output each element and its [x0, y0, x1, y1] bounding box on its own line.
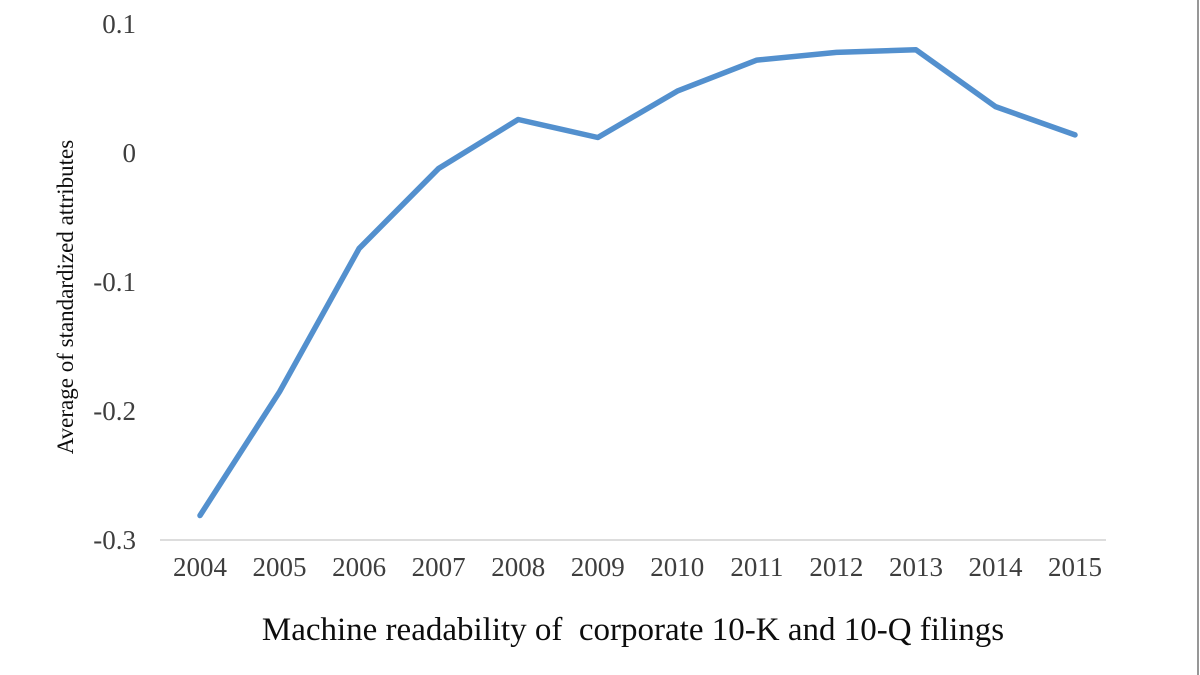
x-tick-label: 2014 [968, 552, 1023, 582]
y-tick-label: -0.1 [93, 267, 136, 297]
x-tick-label: 2004 [173, 552, 227, 582]
y-tick-label: -0.3 [93, 525, 136, 555]
x-tick-label: 2006 [332, 552, 387, 582]
x-tick-label: 2005 [252, 552, 307, 582]
x-tick-label: 2009 [570, 552, 625, 582]
x-tick-label: 2012 [809, 552, 864, 582]
right-border-line [1197, 0, 1199, 675]
x-tick-label: 2007 [411, 552, 466, 582]
chart-caption: Machine readability of corporate 10-K an… [261, 612, 1005, 648]
series-line [197, 47, 1078, 519]
x-tick-label: 2010 [650, 552, 705, 582]
x-tick-label: 2008 [491, 552, 546, 582]
x-tick-label: 2015 [1048, 552, 1103, 582]
x-tick-label: 2011 [730, 552, 784, 582]
y-tick-label: 0.1 [102, 9, 136, 39]
y-tick-label: -0.2 [93, 396, 136, 426]
x-tick-label: 2013 [888, 552, 943, 582]
y-tick-label: 0 [122, 138, 137, 168]
